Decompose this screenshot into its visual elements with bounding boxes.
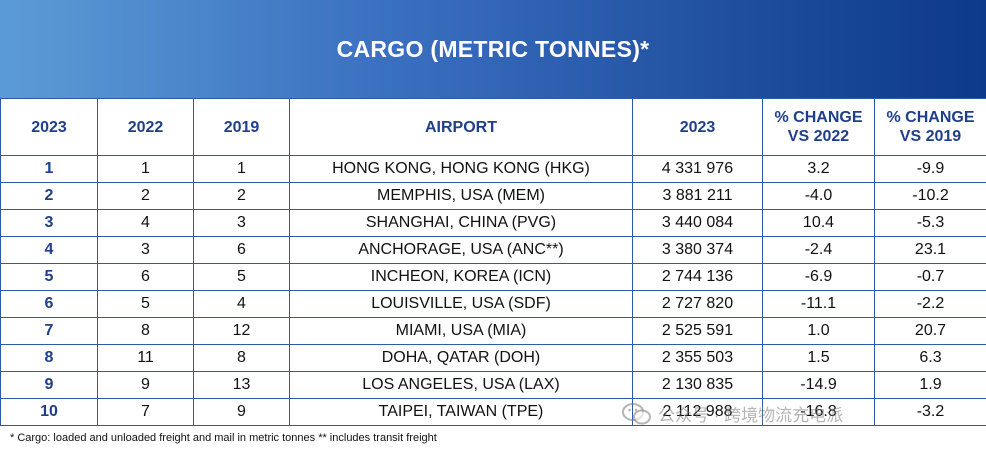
title-banner: CARGO (METRIC TONNES)* [0, 0, 986, 98]
cell-airport: LOUISVILLE, USA (SDF) [289, 290, 633, 318]
cell-rank-2019: 8 [193, 344, 290, 372]
cell-airport: SHANGHAI, CHINA (PVG) [289, 209, 633, 237]
cell-change-vs-2022: 1.0 [762, 317, 875, 345]
cell-change-vs-2022: 3.2 [762, 155, 875, 183]
table-row: 2 2 2 MEMPHIS, USA (MEM) 3 881 211 -4.0 … [0, 182, 986, 210]
footnote: * Cargo: loaded and unloaded freight and… [10, 432, 437, 444]
table-row: 10 7 9 TAIPEI, TAIWAN (TPE) 2 112 988 -1… [0, 398, 986, 426]
cell-rank-2023: 7 [0, 317, 98, 345]
cell-rank-2022: 1 [97, 155, 194, 183]
table-row: 4 3 6 ANCHORAGE, USA (ANC**) 3 380 374 -… [0, 236, 986, 264]
cell-rank-2022: 7 [97, 398, 194, 426]
cell-change-vs-2022: -6.9 [762, 263, 875, 291]
cell-rank-2022: 3 [97, 236, 194, 264]
table-row: 1 1 1 HONG KONG, HONG KONG (HKG) 4 331 9… [0, 155, 986, 183]
cell-change-vs-2019: -2.2 [874, 290, 986, 318]
cell-change-vs-2022: -11.1 [762, 290, 875, 318]
table-row: 5 6 5 INCHEON, KOREA (ICN) 2 744 136 -6.… [0, 263, 986, 291]
cell-airport: LOS ANGELES, USA (LAX) [289, 371, 633, 399]
header-rank-2019: 2019 [193, 98, 290, 156]
cell-rank-2022: 5 [97, 290, 194, 318]
cell-rank-2023: 6 [0, 290, 98, 318]
cell-rank-2022: 2 [97, 182, 194, 210]
cell-cargo-2023: 2 112 988 [632, 398, 763, 426]
cell-cargo-2023: 2 744 136 [632, 263, 763, 291]
cell-change-vs-2022: -14.9 [762, 371, 875, 399]
table-row: 3 4 3 SHANGHAI, CHINA (PVG) 3 440 084 10… [0, 209, 986, 237]
cell-rank-2019: 13 [193, 371, 290, 399]
cargo-ranking-table: 2023 2022 2019 AIRPORT 2023 % CHANGE VS … [0, 98, 986, 426]
cell-change-vs-2019: -5.3 [874, 209, 986, 237]
cell-cargo-2023: 2 525 591 [632, 317, 763, 345]
cell-rank-2023: 10 [0, 398, 98, 426]
cell-airport: TAIPEI, TAIWAN (TPE) [289, 398, 633, 426]
table-row: 8 11 8 DOHA, QATAR (DOH) 2 355 503 1.5 6… [0, 344, 986, 372]
header-change-vs-2019-label: % CHANGE VS 2019 [886, 109, 975, 145]
header-cargo-2023: 2023 [632, 98, 763, 156]
cell-change-vs-2019: -0.7 [874, 263, 986, 291]
table-row: 6 5 4 LOUISVILLE, USA (SDF) 2 727 820 -1… [0, 290, 986, 318]
header-rank-2023: 2023 [0, 98, 98, 156]
cell-rank-2022: 9 [97, 371, 194, 399]
cell-rank-2023: 4 [0, 236, 98, 264]
cell-airport: MEMPHIS, USA (MEM) [289, 182, 633, 210]
cell-airport: ANCHORAGE, USA (ANC**) [289, 236, 633, 264]
cell-rank-2023: 8 [0, 344, 98, 372]
cell-change-vs-2019: 20.7 [874, 317, 986, 345]
cell-rank-2019: 9 [193, 398, 290, 426]
cell-rank-2022: 6 [97, 263, 194, 291]
cell-cargo-2023: 2 130 835 [632, 371, 763, 399]
cell-change-vs-2019: -10.2 [874, 182, 986, 210]
cell-rank-2023: 2 [0, 182, 98, 210]
table-row: 7 8 12 MIAMI, USA (MIA) 2 525 591 1.0 20… [0, 317, 986, 345]
cell-change-vs-2022: -16.8 [762, 398, 875, 426]
cell-change-vs-2019: 23.1 [874, 236, 986, 264]
cell-change-vs-2022: -4.0 [762, 182, 875, 210]
cell-cargo-2023: 2 727 820 [632, 290, 763, 318]
table-row: 9 9 13 LOS ANGELES, USA (LAX) 2 130 835 … [0, 371, 986, 399]
cell-rank-2023: 3 [0, 209, 98, 237]
cell-change-vs-2022: -2.4 [762, 236, 875, 264]
header-rank-2022: 2022 [97, 98, 194, 156]
cell-rank-2022: 4 [97, 209, 194, 237]
cell-airport: MIAMI, USA (MIA) [289, 317, 633, 345]
cell-change-vs-2019: 1.9 [874, 371, 986, 399]
cell-rank-2019: 2 [193, 182, 290, 210]
cell-rank-2022: 11 [97, 344, 194, 372]
cell-cargo-2023: 2 355 503 [632, 344, 763, 372]
cell-change-vs-2022: 10.4 [762, 209, 875, 237]
cell-rank-2023: 5 [0, 263, 98, 291]
cell-rank-2022: 8 [97, 317, 194, 345]
cell-cargo-2023: 4 331 976 [632, 155, 763, 183]
cell-cargo-2023: 3 440 084 [632, 209, 763, 237]
cell-rank-2023: 1 [0, 155, 98, 183]
table-title: CARGO (METRIC TONNES)* [336, 35, 650, 62]
cell-airport: DOHA, QATAR (DOH) [289, 344, 633, 372]
cell-rank-2019: 3 [193, 209, 290, 237]
cell-change-vs-2022: 1.5 [762, 344, 875, 372]
cell-rank-2019: 5 [193, 263, 290, 291]
header-airport: AIRPORT [289, 98, 633, 156]
cell-change-vs-2019: -9.9 [874, 155, 986, 183]
cell-rank-2019: 12 [193, 317, 290, 345]
cell-rank-2019: 4 [193, 290, 290, 318]
cell-change-vs-2019: -3.2 [874, 398, 986, 426]
cell-rank-2019: 6 [193, 236, 290, 264]
cell-airport: INCHEON, KOREA (ICN) [289, 263, 633, 291]
cell-rank-2023: 9 [0, 371, 98, 399]
header-change-vs-2019: % CHANGE VS 2019 [874, 98, 986, 156]
header-change-vs-2022-label: % CHANGE VS 2022 [774, 109, 863, 145]
cell-cargo-2023: 3 881 211 [632, 182, 763, 210]
header-change-vs-2022: % CHANGE VS 2022 [762, 98, 875, 156]
cell-rank-2019: 1 [193, 155, 290, 183]
header-row: 2023 2022 2019 AIRPORT 2023 % CHANGE VS … [0, 98, 986, 156]
cell-cargo-2023: 3 380 374 [632, 236, 763, 264]
cell-change-vs-2019: 6.3 [874, 344, 986, 372]
cell-airport: HONG KONG, HONG KONG (HKG) [289, 155, 633, 183]
